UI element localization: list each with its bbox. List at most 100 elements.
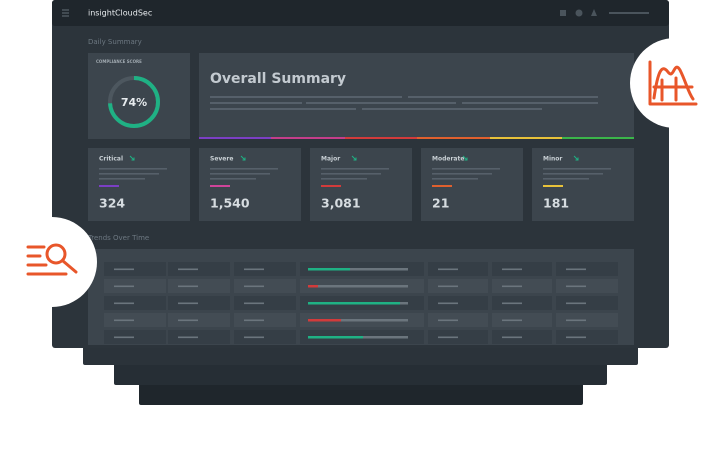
placeholder-text: [178, 336, 198, 339]
table-cell: [104, 262, 166, 276]
table-cell: [556, 330, 618, 344]
placeholder-text: [210, 96, 598, 110]
placeholder-text: [244, 336, 264, 339]
trend-arrow: [351, 155, 357, 161]
placeholder-text: [566, 268, 586, 271]
placeholder-text: [502, 336, 522, 339]
table-cell: [556, 296, 618, 310]
placeholder-text: [99, 178, 145, 180]
trend-arrow: [129, 155, 135, 161]
placeholder-text: [178, 285, 198, 288]
placeholder-text: [502, 302, 522, 305]
placeholder-text: [114, 302, 134, 305]
table-cell: [234, 262, 296, 276]
table-cell: [556, 279, 618, 293]
placeholder-text: [438, 268, 458, 271]
placeholder-text: [114, 319, 134, 322]
severity-name: Severe: [210, 156, 233, 163]
progress-fill: [308, 268, 350, 271]
trend-table: [104, 262, 618, 344]
placeholder-text: [543, 173, 603, 175]
severity-card: [88, 148, 190, 221]
trend-arrow: [462, 155, 468, 161]
placeholder-text: [502, 268, 522, 271]
placeholder-text: [502, 319, 522, 322]
placeholder-text: [321, 168, 389, 170]
severity-card: [199, 148, 301, 221]
placeholder-text: [321, 178, 367, 180]
table-cell: [104, 313, 166, 327]
gauge-arc: [108, 76, 160, 128]
table-cell: [234, 296, 296, 310]
toolbar-icon: [575, 9, 583, 17]
toolbar-icon: [591, 9, 597, 16]
progress-fill: [308, 302, 400, 305]
placeholder-text: [210, 178, 256, 180]
placeholder-text: [99, 173, 159, 175]
placeholder-text: [566, 285, 586, 288]
table-cell: [234, 330, 296, 344]
score: 74%: [121, 96, 147, 109]
placeholder-text: [210, 168, 278, 170]
severity-name: Critical: [99, 156, 123, 163]
table-cell: [168, 313, 230, 327]
severity-count: 1,540: [210, 196, 250, 211]
severity-swatch: [543, 185, 563, 187]
user-name: [609, 12, 649, 14]
table-cell: [556, 262, 618, 276]
toolbar-icon: [560, 10, 566, 16]
table-cell: [104, 330, 166, 344]
severity-bar: [199, 137, 634, 139]
severity-card: [421, 148, 523, 221]
placeholder-text: [178, 302, 198, 305]
placeholder-text: [438, 336, 458, 339]
table-cell: [234, 313, 296, 327]
placeholder-text: [244, 319, 264, 322]
table-cell: [168, 279, 230, 293]
placeholder-text: [438, 302, 458, 305]
card-title: Overall Summary: [210, 71, 346, 87]
severity-swatch: [321, 185, 341, 187]
section-title: Daily Summary: [88, 38, 142, 46]
severity-count: 181: [543, 196, 569, 211]
placeholder-text: [502, 285, 522, 288]
card-label: COMPLIANCE SCORE: [96, 59, 142, 64]
placeholder-text: [543, 178, 589, 180]
placeholder-text: [566, 302, 586, 305]
table-cell: [168, 296, 230, 310]
placeholder-text: [432, 173, 492, 175]
placeholder-text: [244, 302, 264, 305]
placeholder-text: [438, 319, 458, 322]
severity-swatch: [99, 185, 119, 187]
table-cell: [168, 262, 230, 276]
severity-name: Moderate: [432, 156, 464, 163]
table-cell: [168, 330, 230, 344]
placeholder-text: [432, 168, 500, 170]
placeholder-text: [178, 268, 198, 271]
progress-track: [308, 285, 408, 288]
placeholder-text: [244, 285, 264, 288]
trend-arrow: [573, 155, 579, 161]
placeholder-text: [438, 285, 458, 288]
severity-name: Minor: [543, 156, 562, 163]
severity-card: [532, 148, 634, 221]
placeholder-text: [432, 178, 478, 180]
progress-track: [308, 319, 408, 322]
table-cell: [104, 279, 166, 293]
placeholder-text: [114, 285, 134, 288]
progress-fill: [308, 285, 318, 288]
table-cell: [234, 279, 296, 293]
top-bar: [52, 0, 669, 26]
trend-arrow: [240, 155, 246, 161]
severity-count: 21: [432, 196, 449, 211]
stack-layer: [114, 362, 607, 385]
progress-track: [308, 268, 408, 271]
menu-icon: [62, 9, 69, 17]
placeholder-text: [178, 319, 198, 322]
severity-swatch: [432, 185, 452, 187]
placeholder-text: [321, 173, 381, 175]
placeholder-text: [114, 336, 134, 339]
severity-count: 324: [99, 196, 125, 211]
placeholder-text: [543, 168, 611, 170]
